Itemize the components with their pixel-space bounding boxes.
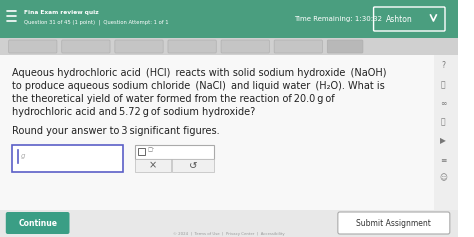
FancyBboxPatch shape (434, 55, 457, 237)
FancyBboxPatch shape (0, 55, 434, 237)
Text: □ⁿ: □ⁿ (148, 147, 155, 152)
FancyBboxPatch shape (115, 40, 163, 53)
FancyBboxPatch shape (135, 145, 214, 159)
Text: Time Remaining: 1:30:32: Time Remaining: 1:30:32 (294, 16, 383, 22)
Text: Aqueous hydrochloric acid  (HCl)  reacts with solid sodium hydroxide  (NaOH): Aqueous hydrochloric acid (HCl) reacts w… (11, 68, 386, 78)
Text: Submit Assignment: Submit Assignment (356, 219, 431, 228)
Text: ×: × (148, 160, 156, 170)
FancyBboxPatch shape (0, 0, 457, 38)
FancyBboxPatch shape (327, 40, 363, 53)
FancyBboxPatch shape (274, 40, 322, 53)
FancyBboxPatch shape (221, 40, 269, 53)
Text: ∞: ∞ (440, 99, 446, 108)
FancyBboxPatch shape (11, 145, 123, 172)
Text: Ashton: Ashton (386, 14, 413, 23)
Text: g: g (21, 153, 26, 159)
FancyBboxPatch shape (172, 159, 214, 172)
Text: ↺: ↺ (189, 160, 198, 170)
Text: Question 31 of 45 (1 point)  |  Question Attempt: 1 of 1: Question 31 of 45 (1 point) | Question A… (24, 19, 169, 24)
Text: Round your answer to 3 significant figures.: Round your answer to 3 significant figur… (11, 126, 219, 136)
Text: Continue: Continue (18, 219, 57, 228)
FancyBboxPatch shape (62, 40, 110, 53)
FancyBboxPatch shape (6, 212, 70, 234)
Text: ≡: ≡ (440, 155, 446, 164)
FancyBboxPatch shape (0, 38, 457, 55)
FancyBboxPatch shape (135, 159, 171, 172)
Text: hydrochloric acid and 5.72 g of sodium hydroxide?: hydrochloric acid and 5.72 g of sodium h… (11, 107, 255, 117)
Text: ▶: ▶ (440, 137, 446, 146)
FancyBboxPatch shape (0, 210, 457, 237)
Text: Fina Exam review quiz: Fina Exam review quiz (24, 10, 99, 15)
FancyBboxPatch shape (338, 212, 450, 234)
Text: the theoretical yield of water formed from the reaction of 20.0 g of: the theoretical yield of water formed fr… (11, 94, 334, 104)
Text: © 2024  |  Terms of Use  |  Privacy Center  |  Accessibility: © 2024 | Terms of Use | Privacy Center |… (173, 232, 284, 236)
Text: ☺: ☺ (439, 173, 447, 182)
Text: to produce aqueous sodium chloride  (NaCl)  and liquid water  (H₂O). What is: to produce aqueous sodium chloride (NaCl… (11, 81, 384, 91)
Text: ?: ? (441, 60, 445, 69)
FancyBboxPatch shape (168, 40, 216, 53)
FancyBboxPatch shape (9, 40, 57, 53)
Text: ⎗: ⎗ (441, 81, 446, 90)
Text: ⎘: ⎘ (441, 118, 446, 127)
